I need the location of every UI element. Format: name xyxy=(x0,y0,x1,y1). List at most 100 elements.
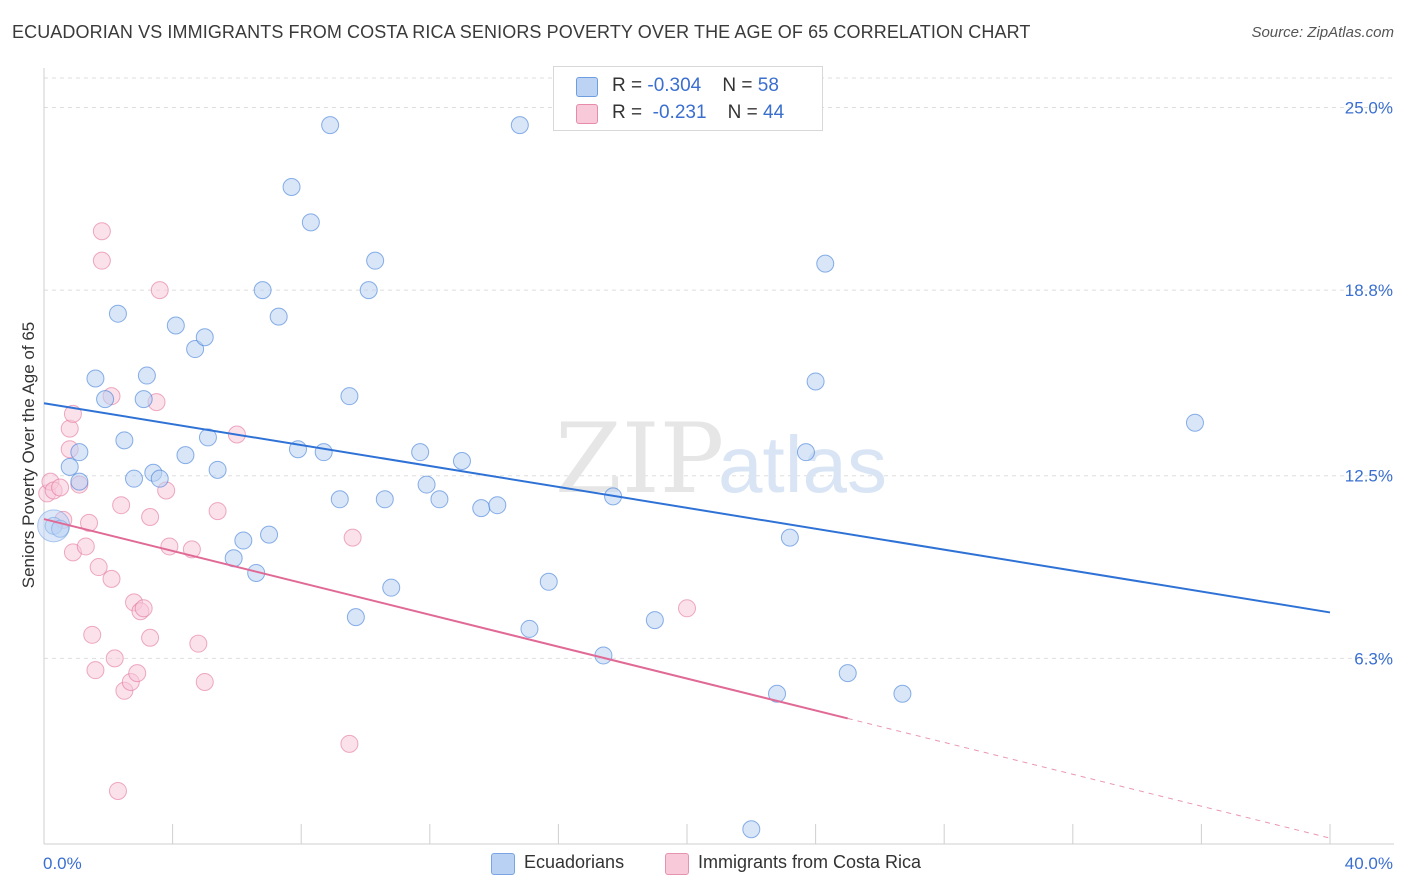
data-point xyxy=(796,443,815,462)
data-point xyxy=(134,390,153,409)
data-point xyxy=(1185,413,1204,432)
legend-swatch-ecuadorians xyxy=(491,853,515,875)
data-point xyxy=(137,366,156,385)
data-point xyxy=(520,619,539,638)
data-point xyxy=(128,664,147,683)
data-point xyxy=(780,528,799,547)
data-point xyxy=(141,628,160,647)
data-point xyxy=(893,684,912,703)
data-point xyxy=(539,572,558,591)
data-point xyxy=(189,634,208,653)
y-tick-label: 25.0% xyxy=(1345,98,1393,117)
trend-line-costa-rica-extension xyxy=(847,717,1331,839)
data-point xyxy=(340,734,359,753)
data-point xyxy=(108,304,127,323)
source-label: Source: ZipAtlas.com xyxy=(1251,24,1394,41)
data-point xyxy=(86,369,105,388)
data-point xyxy=(92,251,111,270)
legend-n-value: 44 xyxy=(763,102,785,123)
data-point xyxy=(301,213,320,232)
data-point xyxy=(89,558,108,577)
data-point xyxy=(359,281,378,300)
legend-r-label: R = xyxy=(612,75,648,96)
legend-swatch-costa-rica xyxy=(665,853,689,875)
y-tick-label: 18.8% xyxy=(1345,281,1393,300)
stats-legend: R = -0.304 N = 58 R = -0.231 N = 44 xyxy=(553,66,823,131)
legend-swatch-pink xyxy=(576,104,598,124)
data-point xyxy=(195,672,214,691)
watermark: ZIP atlas xyxy=(555,403,887,515)
legend-r-label: R = xyxy=(612,102,648,123)
y-tick-label: 6.3% xyxy=(1354,649,1393,668)
data-point xyxy=(134,599,153,618)
data-point xyxy=(186,340,205,359)
legend-swatch-blue xyxy=(576,77,598,97)
x-tick-min: 0.0% xyxy=(43,854,82,873)
y-tick-labels: 6.3% 12.5% 18.8% 25.0% xyxy=(1345,98,1393,668)
data-point xyxy=(382,578,401,597)
data-point xyxy=(343,528,362,547)
axes xyxy=(43,68,1394,845)
x-tick-max: 40.0% xyxy=(1345,854,1393,873)
data-point xyxy=(452,452,471,470)
data-point xyxy=(112,496,131,515)
data-point xyxy=(346,608,365,627)
data-point xyxy=(51,478,70,497)
legend-n-label: N = xyxy=(722,75,758,96)
trend-line-ecuadorians xyxy=(43,402,1331,614)
data-point xyxy=(83,625,102,644)
data-point xyxy=(488,496,507,515)
data-point xyxy=(234,531,253,550)
data-point xyxy=(314,443,333,462)
data-point xyxy=(375,490,394,509)
data-point xyxy=(430,490,449,509)
data-point xyxy=(282,178,301,197)
data-point xyxy=(816,254,835,273)
legend-n-value: 58 xyxy=(757,75,779,96)
data-point xyxy=(86,661,105,680)
data-point xyxy=(253,281,272,300)
data-point xyxy=(330,490,349,509)
data-point-large xyxy=(37,509,71,543)
watermark-atlas: atlas xyxy=(718,420,887,509)
data-point xyxy=(150,281,169,300)
data-point xyxy=(176,446,195,465)
data-point xyxy=(92,222,111,241)
data-point xyxy=(838,664,857,683)
chart-title: ECUADORIAN VS IMMIGRANTS FROM COSTA RICA… xyxy=(12,22,1031,42)
data-point xyxy=(195,328,214,347)
data-point xyxy=(678,599,696,618)
data-point xyxy=(260,525,279,544)
data-point xyxy=(70,443,89,462)
data-point xyxy=(115,431,134,450)
y-axis-label: Seniors Poverty Over the Age of 65 xyxy=(19,322,38,588)
y-tick-label: 12.5% xyxy=(1345,467,1393,486)
trend-line-costa-rica xyxy=(43,518,848,720)
data-point xyxy=(166,316,185,335)
series-ecuadorians-points xyxy=(37,116,1204,839)
data-point xyxy=(321,116,340,135)
trend-lines xyxy=(43,402,1331,839)
data-point xyxy=(208,460,227,479)
legend-r-value: -0.304 xyxy=(647,75,702,96)
legend-n-label: N = xyxy=(727,102,764,123)
data-point xyxy=(105,649,124,668)
data-point xyxy=(182,540,201,559)
data-point xyxy=(208,502,227,521)
data-point xyxy=(340,387,359,406)
data-point xyxy=(417,475,436,494)
data-point xyxy=(472,499,491,518)
data-point xyxy=(76,537,95,556)
data-point xyxy=(60,457,79,476)
data-point xyxy=(102,569,121,588)
data-point xyxy=(411,443,430,462)
data-point xyxy=(150,469,169,488)
data-point xyxy=(269,307,288,326)
data-point xyxy=(645,611,664,630)
data-point xyxy=(768,684,787,703)
data-point xyxy=(510,116,529,135)
data-point xyxy=(108,781,127,800)
data-point xyxy=(806,372,825,391)
data-point xyxy=(366,251,385,270)
